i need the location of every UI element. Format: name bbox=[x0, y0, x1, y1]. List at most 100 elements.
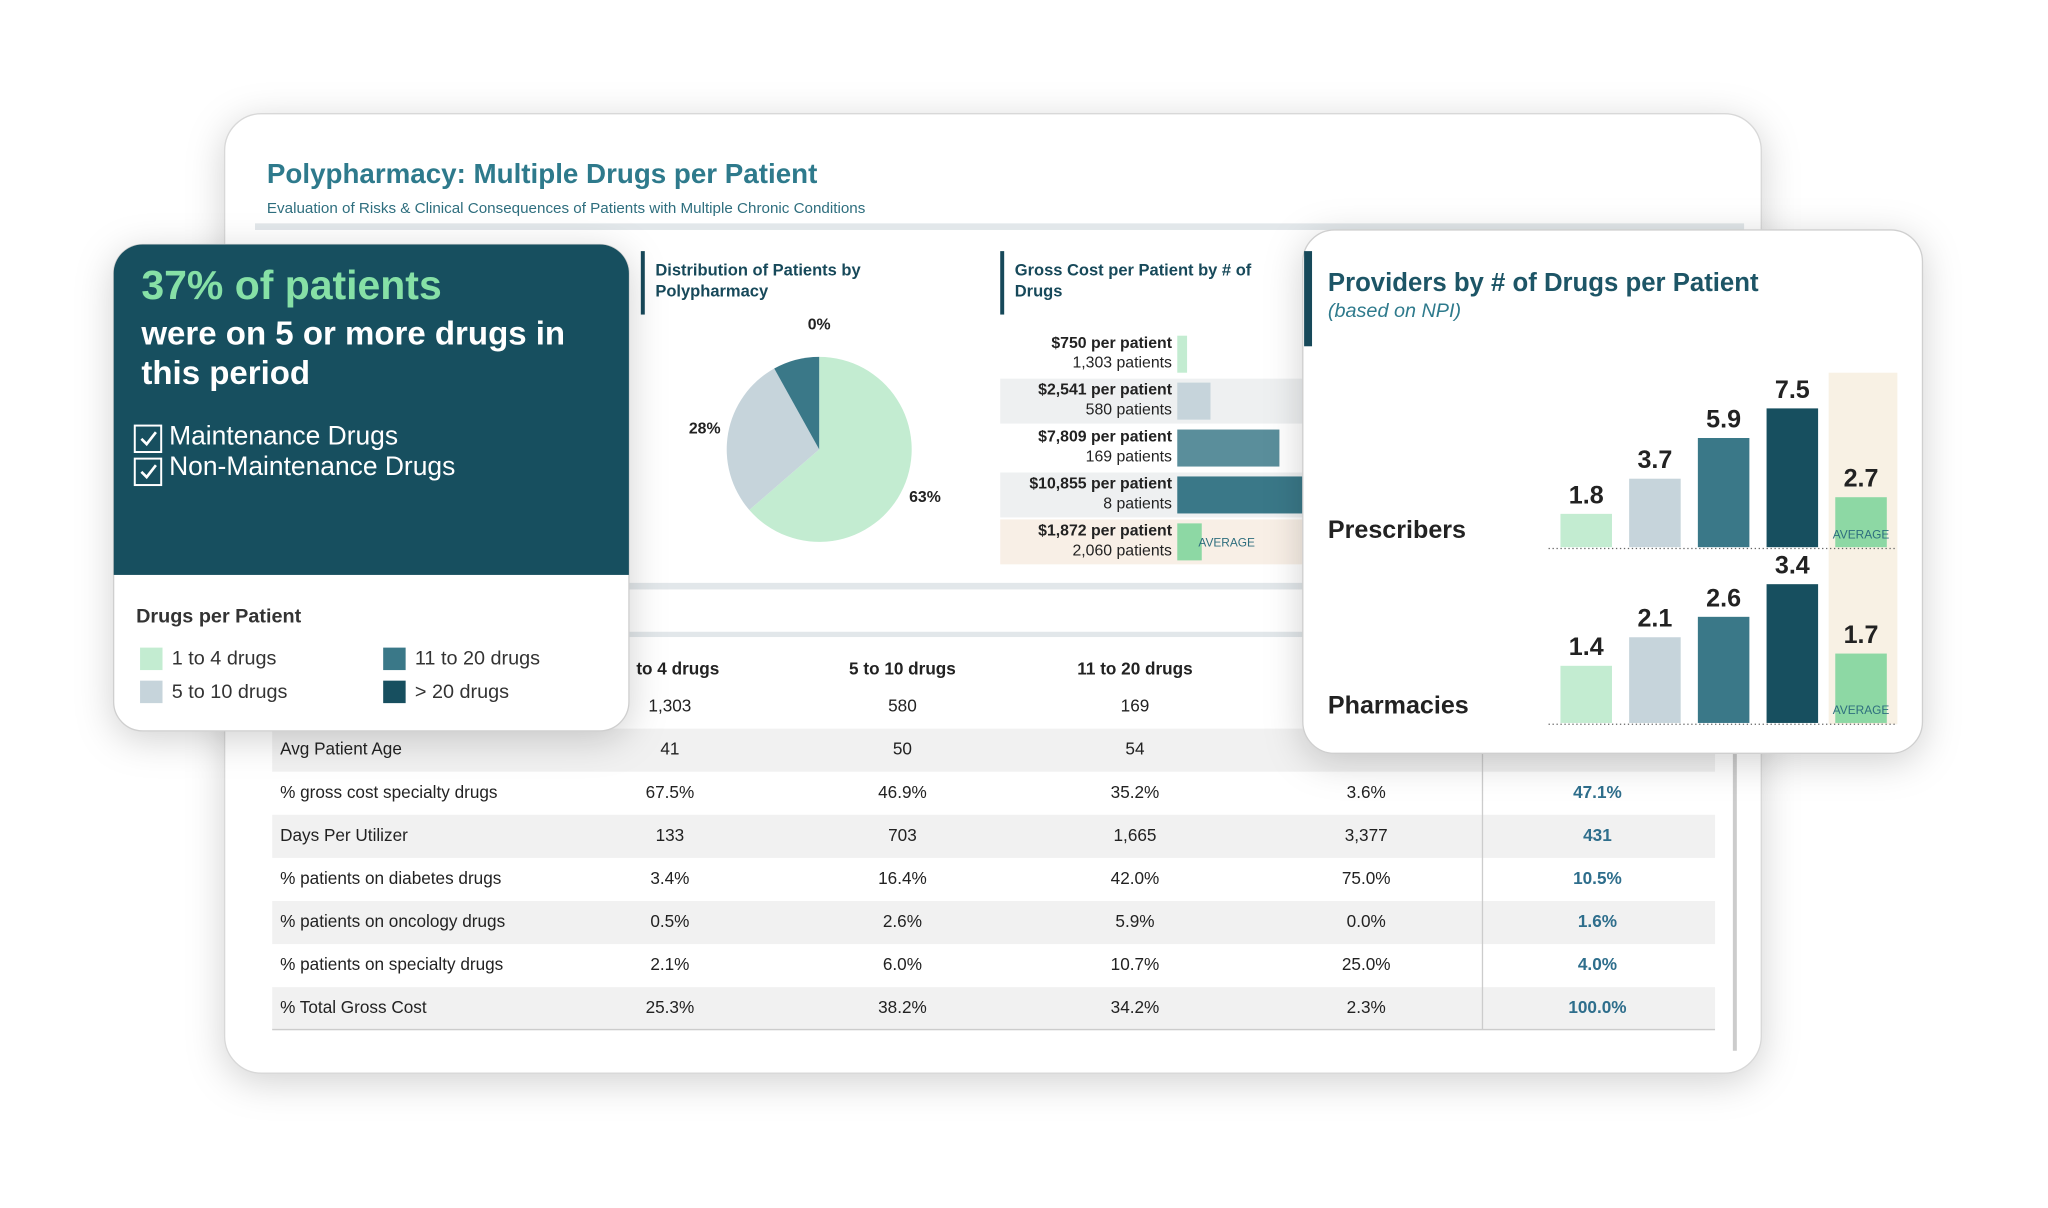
checkmark bbox=[140, 431, 157, 447]
bar-label: $2,541 per patient bbox=[1038, 382, 1173, 399]
bar bbox=[1766, 408, 1819, 548]
row-label: % patients on specialty drugs bbox=[280, 954, 503, 974]
chart-title: Drugs bbox=[1015, 282, 1063, 300]
bar bbox=[1177, 476, 1320, 514]
bar-sublabel: 2,060 patients bbox=[1072, 542, 1172, 559]
accent bbox=[1000, 251, 1005, 315]
row-band bbox=[1000, 519, 1318, 565]
accent bbox=[1304, 251, 1313, 347]
table-cell: 10.7% bbox=[1111, 954, 1160, 974]
table-cell: 50 bbox=[893, 739, 912, 759]
average-label: AVERAGE bbox=[1198, 535, 1255, 549]
pie-slice bbox=[749, 356, 912, 542]
kpi-text: this period bbox=[141, 354, 310, 391]
table-cell: 2.3% bbox=[1347, 997, 1386, 1017]
table-cell: 580 bbox=[888, 696, 917, 716]
bar-label: $1,872 per patient bbox=[1038, 522, 1173, 539]
accent bbox=[640, 251, 645, 315]
chart-title: Providers by # of Drugs per Patient bbox=[1328, 269, 1759, 297]
bar-value: 5.9 bbox=[1706, 405, 1741, 433]
legend-swatch bbox=[140, 647, 163, 671]
pie-slice bbox=[774, 356, 820, 450]
filter-label: Non-Maintenance Drugs bbox=[169, 451, 455, 481]
bar-value: 2.1 bbox=[1637, 605, 1672, 633]
bar bbox=[1560, 665, 1612, 723]
table-header: to 4 drugs bbox=[636, 659, 719, 679]
bar-value: 1.7 bbox=[1844, 621, 1879, 649]
table-cell: 2.1% bbox=[650, 954, 689, 974]
legend-swatch bbox=[383, 680, 406, 704]
table-cell: 25.0% bbox=[1342, 954, 1391, 974]
table-cell: 0.5% bbox=[650, 911, 689, 931]
filter-label: Maintenance Drugs bbox=[169, 420, 398, 450]
table-cell: 169 bbox=[1121, 696, 1150, 716]
row-label: Days Per Utilizer bbox=[280, 825, 408, 845]
table-cell: 1.6% bbox=[1578, 911, 1617, 931]
row-label: % patients on diabetes drugs bbox=[280, 868, 501, 888]
table-cell: 34.2% bbox=[1111, 997, 1160, 1017]
bar-value: 3.4 bbox=[1775, 552, 1810, 580]
row-label: Avg Patient Age bbox=[280, 739, 402, 759]
chart-subtitle: (based on NPI) bbox=[1328, 300, 1461, 322]
table-cell: 703 bbox=[888, 825, 917, 845]
table-cell: 41 bbox=[660, 739, 679, 759]
row-label: % gross cost specialty drugs bbox=[280, 782, 497, 802]
bar-value: 7.5 bbox=[1775, 376, 1810, 404]
table-cell: 6.0% bbox=[883, 954, 922, 974]
table-cell: 38.2% bbox=[878, 997, 927, 1017]
table-cell: 431 bbox=[1583, 825, 1612, 845]
table-cell: 35.2% bbox=[1111, 782, 1160, 802]
bar-value: 2.6 bbox=[1706, 584, 1741, 612]
average-label: AVERAGE bbox=[1833, 703, 1890, 717]
table-cell: 0.0% bbox=[1347, 911, 1386, 931]
table-cell: 4.0% bbox=[1578, 954, 1617, 974]
bar-sublabel: 169 patients bbox=[1086, 448, 1172, 465]
table-cell: 75.0% bbox=[1342, 868, 1391, 888]
bar-value: 1.8 bbox=[1569, 481, 1604, 509]
table-cell: 25.3% bbox=[646, 997, 695, 1017]
bar bbox=[1177, 523, 1202, 561]
table-cell: 5.9% bbox=[1115, 911, 1154, 931]
kpi-card: 37% of patients were on 5 or more drugs … bbox=[112, 243, 630, 732]
row-band bbox=[1000, 378, 1318, 424]
pie-slice bbox=[726, 368, 820, 510]
bar-value: 2.7 bbox=[1844, 465, 1879, 493]
table-stripe bbox=[272, 814, 1716, 858]
pie-label: 63% bbox=[909, 489, 941, 506]
bar bbox=[1697, 616, 1750, 723]
table-cell: 3.6% bbox=[1347, 782, 1386, 802]
bar-label: $750 per patient bbox=[1051, 335, 1172, 352]
title: Polypharmacy: Multiple Drugs per Patient bbox=[267, 158, 817, 189]
checkbox[interactable] bbox=[133, 424, 163, 453]
subtitle: Evaluation of Risks & Clinical Consequen… bbox=[267, 200, 866, 217]
legend-label: > 20 drugs bbox=[415, 681, 509, 703]
pie-label: 28% bbox=[689, 420, 721, 437]
row-label: % patients on oncology drugs bbox=[280, 911, 505, 931]
checkbox[interactable] bbox=[133, 457, 163, 487]
table-cell: 3,377 bbox=[1345, 825, 1388, 845]
divider bbox=[255, 223, 1745, 230]
bar bbox=[1177, 382, 1211, 420]
bar bbox=[1177, 429, 1280, 467]
bar bbox=[1560, 513, 1612, 548]
table-cell: 1,665 bbox=[1114, 825, 1157, 845]
table-cell: 1,303 bbox=[648, 696, 691, 716]
table-header: 11 to 20 drugs bbox=[1077, 659, 1192, 679]
row-label: Prescribers bbox=[1328, 516, 1466, 544]
bar bbox=[1177, 335, 1188, 373]
bar bbox=[1629, 478, 1681, 548]
bar-label: $10,855 per patient bbox=[1029, 476, 1172, 493]
legend-swatch bbox=[383, 647, 406, 671]
legend-label: 11 to 20 drugs bbox=[415, 648, 540, 670]
legend-title: Drugs per Patient bbox=[136, 605, 302, 627]
kpi-panel bbox=[113, 244, 629, 575]
bar bbox=[1766, 584, 1819, 723]
table-cell: 47.1% bbox=[1573, 782, 1622, 802]
kpi-text: were on 5 or more drugs in bbox=[140, 314, 565, 351]
divider bbox=[628, 582, 1745, 590]
bar-sublabel: 1,303 patients bbox=[1072, 355, 1172, 372]
table-stripe bbox=[272, 987, 1716, 1031]
kpi-headline: 37% of patients bbox=[141, 262, 441, 308]
table-cell: 133 bbox=[656, 825, 685, 845]
chart-title: Distribution of Patients by bbox=[655, 261, 861, 279]
